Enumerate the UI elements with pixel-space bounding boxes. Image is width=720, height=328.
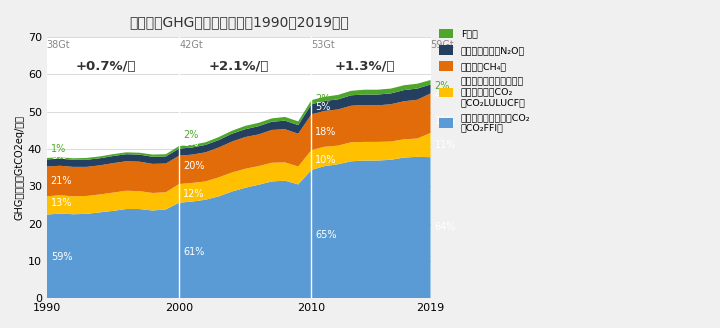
Text: 61%: 61%: [183, 247, 204, 256]
Text: +0.7%/年: +0.7%/年: [76, 60, 137, 73]
Text: 10%: 10%: [315, 155, 337, 165]
Y-axis label: GHG排出量（GtCO2eq/年）: GHG排出量（GtCO2eq/年）: [15, 115, 25, 220]
Legend: Fガス, 一酸化二窒素（N₂O）, メタン（CH₄）, 土地利用・土地利用変化
・森林由来のCO₂
（CO₂LULUCF）, 化石燃料・産業由来CO₂
（CO₂: Fガス, 一酸化二窒素（N₂O）, メタン（CH₄）, 土地利用・土地利用変化 …: [439, 29, 531, 133]
Text: 38Gt: 38Gt: [47, 40, 71, 50]
Text: 59%: 59%: [50, 252, 72, 262]
Text: 1%: 1%: [50, 144, 66, 154]
Text: 65%: 65%: [315, 230, 337, 240]
Text: 18%: 18%: [435, 116, 456, 126]
Text: 2%: 2%: [183, 130, 199, 140]
Text: 12%: 12%: [183, 189, 204, 199]
Text: 20%: 20%: [183, 161, 204, 171]
Text: 4%: 4%: [435, 90, 450, 100]
Text: 42Gt: 42Gt: [179, 40, 203, 50]
Text: 5%: 5%: [50, 151, 66, 161]
Text: 5%: 5%: [315, 102, 330, 112]
Text: 53Gt: 53Gt: [312, 40, 336, 50]
Text: 21%: 21%: [50, 176, 72, 186]
Text: 2%: 2%: [315, 93, 330, 104]
Text: 11%: 11%: [435, 140, 456, 150]
Text: 59Gt: 59Gt: [431, 40, 454, 50]
Text: +2.1%/年: +2.1%/年: [209, 60, 269, 73]
Text: 2%: 2%: [435, 81, 450, 91]
Text: 64%: 64%: [435, 222, 456, 232]
Text: +1.3%/年: +1.3%/年: [334, 60, 395, 73]
Text: 13%: 13%: [50, 198, 72, 208]
Text: 5%: 5%: [183, 138, 199, 148]
Title: 人為起源GHG排出量の推移（1990〜2019年）: 人為起源GHG排出量の推移（1990〜2019年）: [129, 15, 348, 29]
Text: 18%: 18%: [315, 127, 337, 137]
